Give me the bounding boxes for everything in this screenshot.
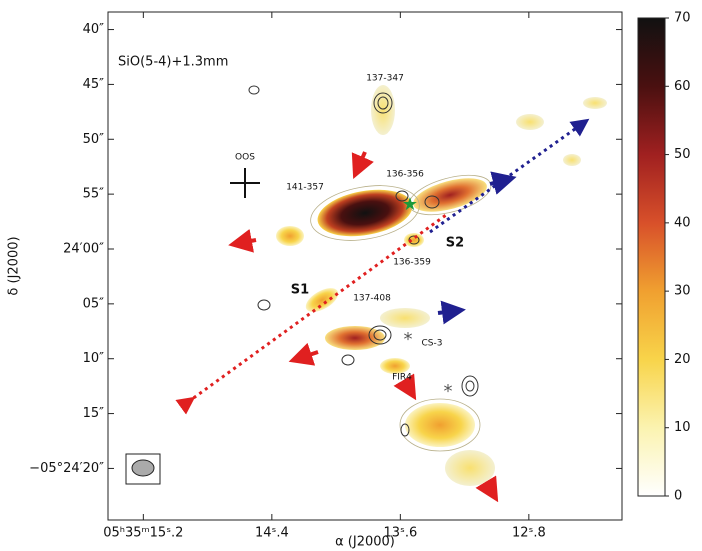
arrow-red bbox=[240, 240, 256, 243]
colorbar-tick-label: 60 bbox=[674, 79, 691, 94]
contour bbox=[342, 355, 354, 365]
colorbar-tick-label: 0 bbox=[674, 489, 682, 504]
arrow-blue bbox=[438, 311, 454, 313]
source-label: OOS bbox=[235, 153, 255, 163]
plot-frame bbox=[108, 12, 622, 520]
source-label: 136-359 bbox=[393, 258, 431, 268]
contour bbox=[466, 381, 474, 391]
emission bbox=[404, 233, 424, 247]
source-label: S2 bbox=[446, 236, 464, 251]
y-tick-label: 24′00″ bbox=[63, 241, 104, 256]
star: ★ bbox=[402, 194, 418, 215]
chart-title: SiO(5-4)+1.3mm bbox=[118, 55, 228, 70]
colorbar-tick-label: 30 bbox=[674, 284, 691, 299]
y-tick-label: 05″ bbox=[83, 296, 105, 311]
y-tick-label: −05°24′20″ bbox=[29, 461, 104, 476]
emission bbox=[445, 450, 495, 486]
marker-asterisk: * bbox=[404, 329, 413, 350]
colorbar-tick-label: 70 bbox=[674, 11, 691, 26]
arrow-red bbox=[486, 482, 492, 492]
x-tick-label: 05ʰ35ᵐ15ˢ.2 bbox=[103, 526, 183, 541]
colorbar-tick-label: 40 bbox=[674, 215, 691, 230]
marker-asterisk: * bbox=[444, 381, 453, 402]
y-tick-label: 10″ bbox=[83, 351, 105, 366]
source-label: 137-408 bbox=[353, 294, 391, 304]
emission bbox=[276, 226, 304, 246]
source-label: S1 bbox=[291, 283, 309, 298]
arrow-blue bbox=[490, 180, 505, 184]
y-tick-label: 40″ bbox=[83, 22, 105, 37]
y-axis-label: δ (J2000) bbox=[7, 236, 22, 295]
emission bbox=[325, 326, 385, 350]
colorbar-tick-label: 20 bbox=[674, 352, 691, 367]
contour bbox=[462, 376, 478, 396]
x-tick-label: 12ˢ.8 bbox=[512, 526, 546, 541]
arrow-red bbox=[300, 352, 318, 358]
emission bbox=[405, 403, 475, 447]
beam bbox=[132, 460, 154, 476]
source-label: FIR4 bbox=[392, 373, 412, 383]
contour bbox=[249, 86, 259, 94]
source-label: 141-357 bbox=[286, 183, 324, 193]
colorbar-tick-label: 50 bbox=[674, 147, 691, 162]
source-label: 136-356 bbox=[386, 170, 424, 180]
y-tick-label: 55″ bbox=[83, 187, 105, 202]
emission bbox=[314, 183, 416, 243]
map-layer: ★ * * bbox=[126, 85, 607, 492]
y-tick-label: 45″ bbox=[83, 77, 105, 92]
emission bbox=[563, 154, 581, 166]
y-tick-label: 50″ bbox=[83, 132, 105, 147]
emission bbox=[516, 114, 544, 130]
outflow-blue bbox=[430, 124, 582, 232]
source-label: CS-3 bbox=[422, 339, 443, 349]
arrow-red bbox=[358, 152, 365, 168]
source-label: 137-347 bbox=[366, 74, 404, 84]
colorbar bbox=[638, 18, 665, 496]
contour bbox=[258, 300, 270, 310]
colorbar-tick-label: 10 bbox=[674, 420, 691, 435]
emission bbox=[380, 308, 430, 328]
chart: ★ * * SiO(5-4)+1.3mm α (J2000) δ (J2000)… bbox=[0, 0, 702, 551]
x-tick-label: 14ˢ.4 bbox=[255, 526, 289, 541]
y-tick-label: 15″ bbox=[83, 406, 105, 421]
emission bbox=[583, 97, 607, 109]
x-tick-label: 13ˢ.6 bbox=[383, 526, 417, 541]
